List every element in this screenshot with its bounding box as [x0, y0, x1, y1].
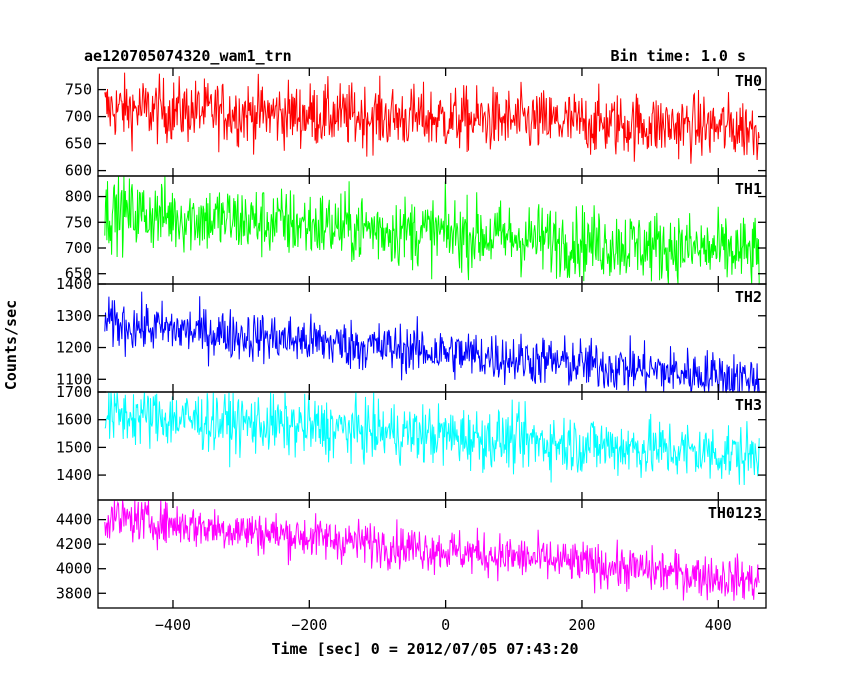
- x-axis-label: Time [sec] 0 = 2012/07/05 07:43:20: [271, 640, 578, 658]
- series-name-th1: TH1: [735, 180, 762, 198]
- series-line-th2: [104, 291, 760, 394]
- y-tick-label: 1400: [56, 466, 92, 484]
- panel-th3: 1400 1500 1600 1700 TH3: [56, 383, 767, 501]
- panel-th0123: 3800 4000 4200 4400 TH0123: [56, 499, 767, 609]
- y-tick-label: 1100: [56, 370, 92, 388]
- panel-frame: [97, 499, 767, 609]
- y-tick-label: 1600: [56, 411, 92, 429]
- y-tick-label: 4000: [56, 560, 92, 578]
- series-name-th0123: TH0123: [708, 504, 762, 522]
- y-tick-label: 3800: [56, 584, 92, 602]
- x-tick-label: 200: [568, 616, 595, 634]
- bin-time-label: Bin time: 1.0 s: [611, 47, 746, 65]
- y-tick-label: 1200: [56, 339, 92, 357]
- panel-th0: 600 650 700 750 TH0: [65, 67, 767, 180]
- y-tick-label: 750: [65, 81, 92, 99]
- x-tick-label: 0: [441, 616, 450, 634]
- x-tick-labels: −400 −200 0 200 400: [155, 616, 732, 634]
- series-name-th0: TH0: [735, 72, 762, 90]
- y-tick-label: 650: [65, 135, 92, 153]
- series-line-th0: [104, 72, 760, 164]
- x-tick-label: 400: [705, 616, 732, 634]
- y-tick-label: 1300: [56, 307, 92, 325]
- y-tick-label: 600: [65, 162, 92, 180]
- y-tick-label: 750: [65, 213, 92, 231]
- series-line-th1: [104, 175, 760, 285]
- y-axis-label: Counts/sec: [2, 300, 20, 390]
- y-tick-label: 4400: [56, 511, 92, 529]
- y-tick-label: 800: [65, 188, 92, 206]
- series-line-th0123: [104, 499, 760, 601]
- panel-th1: 650 700 750 800 TH1: [65, 175, 767, 285]
- x-tick-label: −200: [291, 616, 327, 634]
- y-tick-label: 700: [65, 239, 92, 257]
- y-tick-label: 1500: [56, 438, 92, 456]
- y-tick-label: 650: [65, 265, 92, 283]
- panels: 600 650 700 750 TH0 650 700 750 800 TH1 1100 1200 13…: [56, 67, 767, 609]
- y-tick-label: 1400: [56, 275, 92, 293]
- y-tick-label: 4200: [56, 535, 92, 553]
- x-tick-label: −400: [155, 616, 191, 634]
- y-tick-label: 700: [65, 108, 92, 126]
- series-name-th2: TH2: [735, 288, 762, 306]
- y-tick-label: 1700: [56, 383, 92, 401]
- series-line-th3: [104, 391, 760, 486]
- chart-title: ae120705074320_wam1_trn: [84, 47, 292, 65]
- series-name-th3: TH3: [735, 396, 762, 414]
- panel-th2: 1100 1200 1300 1400 TH2: [56, 275, 767, 394]
